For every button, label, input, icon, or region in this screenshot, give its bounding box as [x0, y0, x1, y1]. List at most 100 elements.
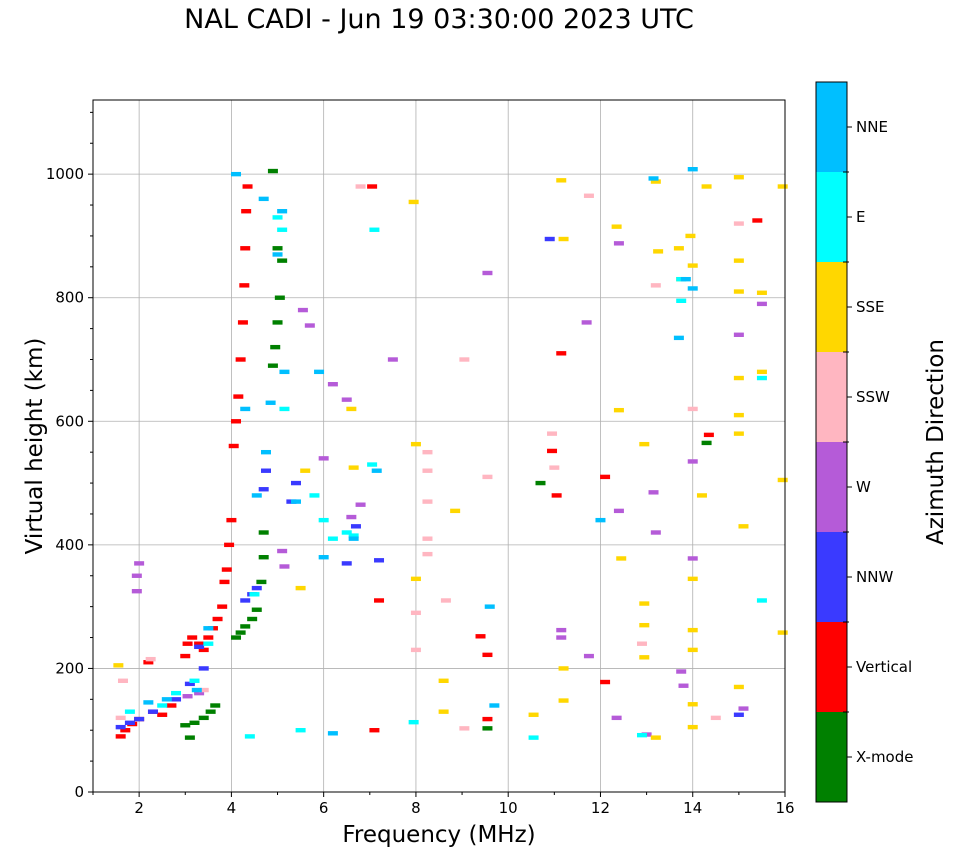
x-tick-label: 2: [134, 799, 144, 817]
data-point-x-mode: [240, 624, 251, 629]
data-point-vertical: [115, 734, 126, 739]
data-point-ssw: [410, 647, 421, 653]
data-point-x-mode: [535, 480, 546, 486]
data-point-nne: [687, 286, 698, 291]
data-point-nnw: [124, 720, 135, 725]
data-point-nnw: [147, 709, 158, 714]
data-point-nne: [258, 196, 269, 202]
data-point-sse: [410, 441, 421, 447]
data-point-ssw: [636, 641, 647, 646]
data-point-w: [341, 397, 352, 402]
data-point-e: [327, 536, 338, 541]
data-point-e: [249, 592, 260, 597]
x-tick-label: 16: [775, 799, 794, 817]
data-point-e: [277, 227, 288, 232]
data-point-e: [244, 734, 255, 739]
data-point-ssw: [422, 551, 433, 557]
data-point-sse: [733, 431, 744, 436]
data-point-sse: [410, 576, 421, 582]
data-point-x-mode: [701, 440, 712, 446]
data-point-x-mode: [247, 616, 258, 622]
data-point-ssw: [650, 283, 661, 288]
data-point-w: [346, 514, 357, 520]
data-point-sse: [777, 184, 788, 189]
data-point-nnw: [544, 236, 555, 242]
colorbar-label: NNE: [856, 118, 888, 136]
data-point-nne: [318, 555, 329, 560]
y-axis-label: Virtual height (km): [22, 338, 48, 555]
data-point-nne: [648, 176, 659, 181]
data-point-vertical: [242, 184, 253, 189]
data-point-vertical: [212, 616, 223, 622]
data-point-x-mode: [277, 258, 288, 263]
data-point-w: [733, 332, 744, 337]
data-point-vertical: [219, 579, 230, 585]
colorbar-frame: [815, 81, 848, 803]
data-point-nne: [265, 400, 276, 405]
data-point-e: [348, 533, 359, 538]
data-point-e: [203, 641, 214, 646]
data-point-nne: [191, 687, 202, 693]
data-point-ssw: [482, 474, 493, 480]
data-point-e: [279, 406, 290, 412]
colorbar-label: NNW: [856, 568, 893, 586]
data-point-w: [687, 556, 698, 561]
data-point-sse: [687, 576, 698, 582]
data-point-sse: [611, 224, 622, 229]
data-point-sse: [558, 666, 569, 671]
data-point-ssw: [117, 678, 128, 683]
data-point-sse: [687, 647, 698, 653]
data-point-sse: [777, 477, 788, 483]
data-point-vertical: [233, 394, 244, 399]
data-point-sse: [733, 684, 744, 690]
data-point-nne: [261, 449, 271, 455]
data-point-sse: [348, 465, 359, 470]
data-point-x-mode: [189, 720, 200, 725]
data-point-nne: [161, 697, 172, 702]
data-point-sse: [733, 175, 744, 180]
data-point-vertical: [157, 712, 168, 717]
data-point-nnw: [115, 724, 126, 730]
data-point-ssw: [547, 431, 558, 436]
data-point-sse: [300, 468, 311, 473]
data-point-ssw: [459, 357, 470, 362]
data-point-sse: [756, 369, 767, 375]
data-point-nne: [251, 493, 262, 498]
data-point-w: [613, 508, 624, 514]
data-point-nne: [290, 499, 301, 504]
data-point-ssw: [710, 715, 721, 721]
y-tick-label: 400: [55, 536, 84, 554]
data-point-nne: [203, 626, 214, 631]
data-point-ssw: [422, 468, 433, 473]
data-point-w: [756, 301, 767, 307]
data-point-e: [367, 462, 378, 467]
data-point-vertical: [482, 716, 493, 722]
data-point-ssw: [145, 656, 156, 662]
data-point-sse: [687, 627, 698, 633]
data-point-sse: [558, 698, 569, 703]
colorbar-label: Vertical: [856, 658, 912, 676]
x-tick-label: 4: [227, 799, 237, 817]
data-point-vertical: [221, 567, 232, 572]
y-tick-label: 200: [55, 659, 84, 677]
data-point-w: [738, 706, 749, 711]
data-point-sse: [438, 709, 449, 714]
data-point-sse: [639, 622, 650, 628]
data-point-e: [756, 598, 767, 603]
data-point-w: [482, 270, 493, 276]
data-point-nnw: [184, 681, 195, 687]
data-point-w: [297, 307, 308, 313]
data-point-e: [369, 227, 380, 232]
data-point-e: [189, 678, 200, 683]
data-point-x-mode: [267, 363, 278, 368]
data-point-vertical: [241, 209, 252, 214]
data-point-w: [556, 627, 567, 633]
data-point-x-mode: [482, 726, 493, 731]
colorbar-segment: [816, 532, 847, 622]
data-point-w: [194, 690, 205, 696]
plot-frame: [92, 99, 786, 793]
chart-title: NAL CADI - Jun 19 03:30:00 2023 UTC: [184, 4, 694, 35]
data-point-nnw: [258, 487, 269, 492]
data-point-sse: [650, 735, 661, 740]
data-point-sse: [613, 407, 624, 413]
